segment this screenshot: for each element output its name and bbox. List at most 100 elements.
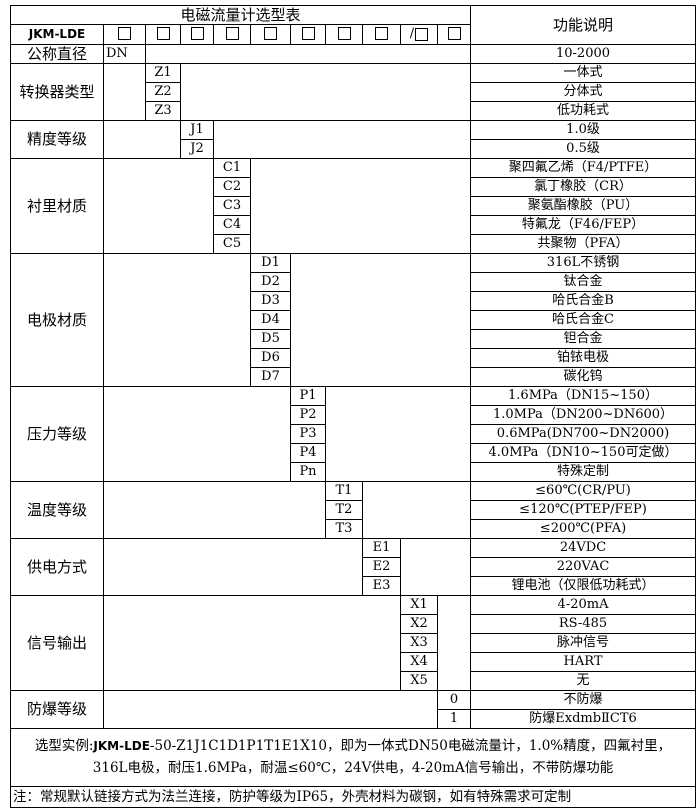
empty-box-icon [337, 27, 351, 41]
empty-box-icon [225, 27, 239, 41]
option-description: 防爆ExdmbⅡCT6 [470, 708, 697, 729]
option-code: 1 [436, 708, 472, 729]
option-description: ≤120℃(PTEP/FEP) [470, 499, 697, 520]
option-code: E1 [362, 537, 401, 558]
option-description: 0.6MPa(DN700~DN2000) [470, 423, 697, 444]
option-description: 不防爆 [470, 689, 697, 710]
option-description: 分体式 [470, 81, 697, 102]
option-description: 特殊定制 [470, 461, 697, 482]
note-text: 注：常规默认链接方式为法兰连接，防护等级为IP65，外壳材料为碳钢，如有特殊需求… [9, 785, 697, 808]
option-description: 1.0MPa（DN200~DN600） [470, 404, 697, 425]
selection-example: 选型实例:JKM-LDE-50-Z1J1C1D1P1T1E1X10，即为一体式D… [9, 727, 697, 787]
option-code: 0 [436, 689, 472, 710]
group-label: 信号输出 [10, 594, 104, 691]
function-header: 功能说明 [470, 5, 697, 45]
blank-cell [103, 537, 363, 596]
option-description: 0.5级 [470, 138, 697, 159]
option-code: D1 [250, 252, 291, 273]
option-description: 钽合金 [470, 328, 697, 349]
spec-row: 压力等级 P1 1.6MPa（DN15~150） [10, 385, 697, 482]
option-code: T3 [325, 518, 363, 539]
example-model: JKM-LDE [93, 739, 150, 753]
option-code: Pn [290, 461, 326, 482]
spec-row: T3 ≤200℃(PFA) [11, 518, 697, 539]
blank-cell [103, 62, 146, 121]
empty-box-icon [375, 27, 388, 41]
code-slot-7 [325, 24, 363, 45]
blank-cell [212, 119, 472, 159]
option-code: P3 [290, 423, 326, 444]
option-code: C3 [213, 195, 251, 216]
spec-row: D7 碳化钨 [11, 366, 697, 387]
option-code: C5 [213, 233, 251, 254]
spec-row: 1 防爆ExdmbⅡCT6 [11, 708, 697, 729]
code-slot-1 [103, 24, 146, 45]
option-code: J2 [180, 138, 214, 159]
blank-cell [436, 594, 472, 691]
option-code: D7 [250, 366, 291, 387]
empty-box-icon [190, 27, 204, 41]
blank-cell [103, 252, 251, 387]
code-slot-8 [362, 24, 401, 45]
spec-row: 公称直径 DN 10-2000 [10, 43, 697, 64]
spec-row: 转换器类型 Z1 一体式 [10, 62, 697, 121]
option-code: D3 [250, 290, 291, 311]
option-description: 锂电池（仅限低功耗式） [470, 575, 697, 596]
blank-cell [103, 119, 181, 159]
option-code: C4 [213, 214, 251, 235]
group-label: 供电方式 [10, 537, 104, 596]
option-code: E3 [362, 575, 401, 596]
empty-box-icon [118, 27, 131, 41]
option-description: 220VAC [470, 556, 697, 577]
spec-row: 供电方式 E1 24VDC [10, 537, 697, 596]
blank-cell [103, 385, 291, 482]
code-slot-3 [180, 24, 214, 45]
spec-row: 信号输出 X1 4-20mA [10, 594, 697, 691]
slash-separator: / [409, 26, 415, 41]
spec-row: C3 聚氨酯橡胶（PU） [11, 195, 697, 216]
code-slot-9: / [400, 24, 438, 45]
option-code: X5 [400, 670, 438, 691]
note-row: 注：常规默认链接方式为法兰连接，防护等级为IP65，外壳材料为碳钢，如有特殊需求… [9, 785, 697, 808]
spec-row: 衬里材质 C1 聚四氟乙烯（F4/PTFE） [10, 157, 697, 254]
spec-row: 温度等级 T1 ≤60℃(CR/PU) [10, 480, 697, 539]
option-code: P2 [290, 404, 326, 425]
empty-box-icon [447, 27, 461, 41]
option-description: 1.6MPa（DN15~150） [470, 385, 697, 406]
code-slot-2 [145, 24, 181, 45]
blank-cell [289, 252, 472, 387]
spec-row: Pn 特殊定制 [11, 461, 697, 482]
option-code: X4 [400, 651, 438, 672]
option-description: 4.0MPa（DN10~150可定做） [470, 442, 697, 463]
option-description: 1.0级 [470, 119, 697, 140]
option-code: X2 [400, 613, 438, 634]
option-description: 碳化钨 [470, 366, 697, 387]
spec-row: 精度等级 J1 1.0级 [10, 119, 697, 159]
option-code: J1 [180, 119, 214, 140]
selection-table: 电磁流量计选型表 功能说明 JKM-LDE / 公称直径 DN 10-2000 转换器… [9, 5, 697, 808]
option-code: T1 [325, 480, 363, 501]
option-code: Z1 [145, 62, 181, 83]
empty-box-icon [264, 27, 277, 41]
option-code: P1 [290, 385, 326, 406]
blank-cell [103, 689, 438, 729]
empty-box-icon [301, 27, 315, 41]
group-label: 公称直径 [10, 43, 104, 64]
empty-box-icon [156, 27, 170, 41]
example-row: 选型实例:JKM-LDE-50-Z1J1C1D1P1T1E1X10，即为一体式D… [9, 727, 697, 787]
blank-cell [103, 594, 401, 691]
option-code: DN [103, 43, 146, 64]
option-description: ≤200℃(PFA) [470, 518, 697, 539]
blank-cell [324, 385, 472, 482]
option-description: 聚四氟乙烯（F4/PTFE） [470, 157, 697, 178]
spec-row: P4 4.0MPa（DN10~150可定做） [11, 442, 697, 463]
option-code: Z3 [145, 100, 181, 121]
option-description: 共聚物（PFA） [470, 233, 697, 254]
option-description: 10-2000 [470, 43, 697, 64]
blank-cell [103, 157, 214, 254]
option-description: 哈氏合金B [470, 290, 697, 311]
blank-cell [144, 43, 472, 64]
example-line1: -50-Z1J1C1D1P1T1E1X10，即为一体式DN50电磁流量计，1.0… [149, 738, 672, 754]
option-code: T2 [325, 499, 363, 520]
blank-cell [179, 62, 472, 121]
